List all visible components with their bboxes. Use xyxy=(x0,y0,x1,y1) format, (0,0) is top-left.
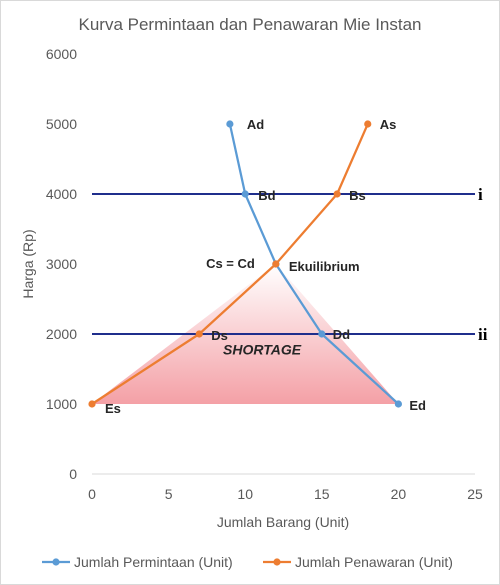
point-label: Ds xyxy=(211,328,228,343)
x-tick-label: 0 xyxy=(88,486,96,502)
equilibrium-label-right: Ekuilibrium xyxy=(289,259,360,274)
x-tick-label: 15 xyxy=(314,486,330,502)
x-axis-tick-labels: 0 5 10 15 20 25 xyxy=(88,486,483,502)
y-tick-label: 0 xyxy=(69,466,77,482)
point-labels: Ad Bd Dd Ed Es Ds Bs As xyxy=(105,117,426,416)
y-axis-tick-labels: 0 1000 2000 3000 4000 5000 6000 xyxy=(46,46,77,482)
shortage-label: SHORTAGE xyxy=(223,341,302,357)
data-point xyxy=(272,260,280,268)
y-tick-label: 3000 xyxy=(46,256,77,272)
data-point xyxy=(333,190,341,198)
reference-line-label: i xyxy=(478,185,483,204)
point-label: Ad xyxy=(247,117,264,132)
x-tick-label: 20 xyxy=(391,486,407,502)
x-tick-label: 5 xyxy=(165,486,173,502)
data-point xyxy=(226,120,234,128)
y-tick-label: 6000 xyxy=(46,46,77,62)
point-label: Dd xyxy=(333,327,350,342)
x-axis-title: Jumlah Barang (Unit) xyxy=(217,514,349,530)
chart-title: Kurva Permintaan dan Penawaran Mie Insta… xyxy=(78,15,421,34)
reference-lines: iii xyxy=(92,185,488,344)
point-label: Bs xyxy=(349,188,366,203)
series-points xyxy=(88,120,402,408)
data-point xyxy=(88,400,96,408)
equilibrium-label-left: Cs = Cd xyxy=(206,256,255,271)
data-point xyxy=(195,330,203,338)
legend-marker xyxy=(52,558,60,566)
y-axis-title: Harga (Rp) xyxy=(20,229,36,298)
point-label: Es xyxy=(105,401,121,416)
legend-label: Jumlah Permintaan (Unit) xyxy=(74,554,233,570)
data-point xyxy=(364,120,372,128)
y-tick-label: 5000 xyxy=(46,116,77,132)
point-label: Ed xyxy=(409,398,426,413)
point-label: Bd xyxy=(258,188,275,203)
data-point xyxy=(318,330,326,338)
data-point xyxy=(241,190,249,198)
legend: Jumlah Permintaan (Unit) Jumlah Penawaran… xyxy=(42,554,453,570)
y-tick-label: 2000 xyxy=(46,326,77,342)
x-tick-label: 25 xyxy=(467,486,483,502)
data-point xyxy=(394,400,402,408)
y-tick-label: 1000 xyxy=(46,396,77,412)
x-tick-label: 10 xyxy=(237,486,253,502)
point-label: As xyxy=(380,117,397,132)
legend-label: Jumlah Penawaran (Unit) xyxy=(295,554,453,570)
reference-line-label: ii xyxy=(478,325,488,344)
y-tick-label: 4000 xyxy=(46,186,77,202)
legend-marker xyxy=(273,558,281,566)
